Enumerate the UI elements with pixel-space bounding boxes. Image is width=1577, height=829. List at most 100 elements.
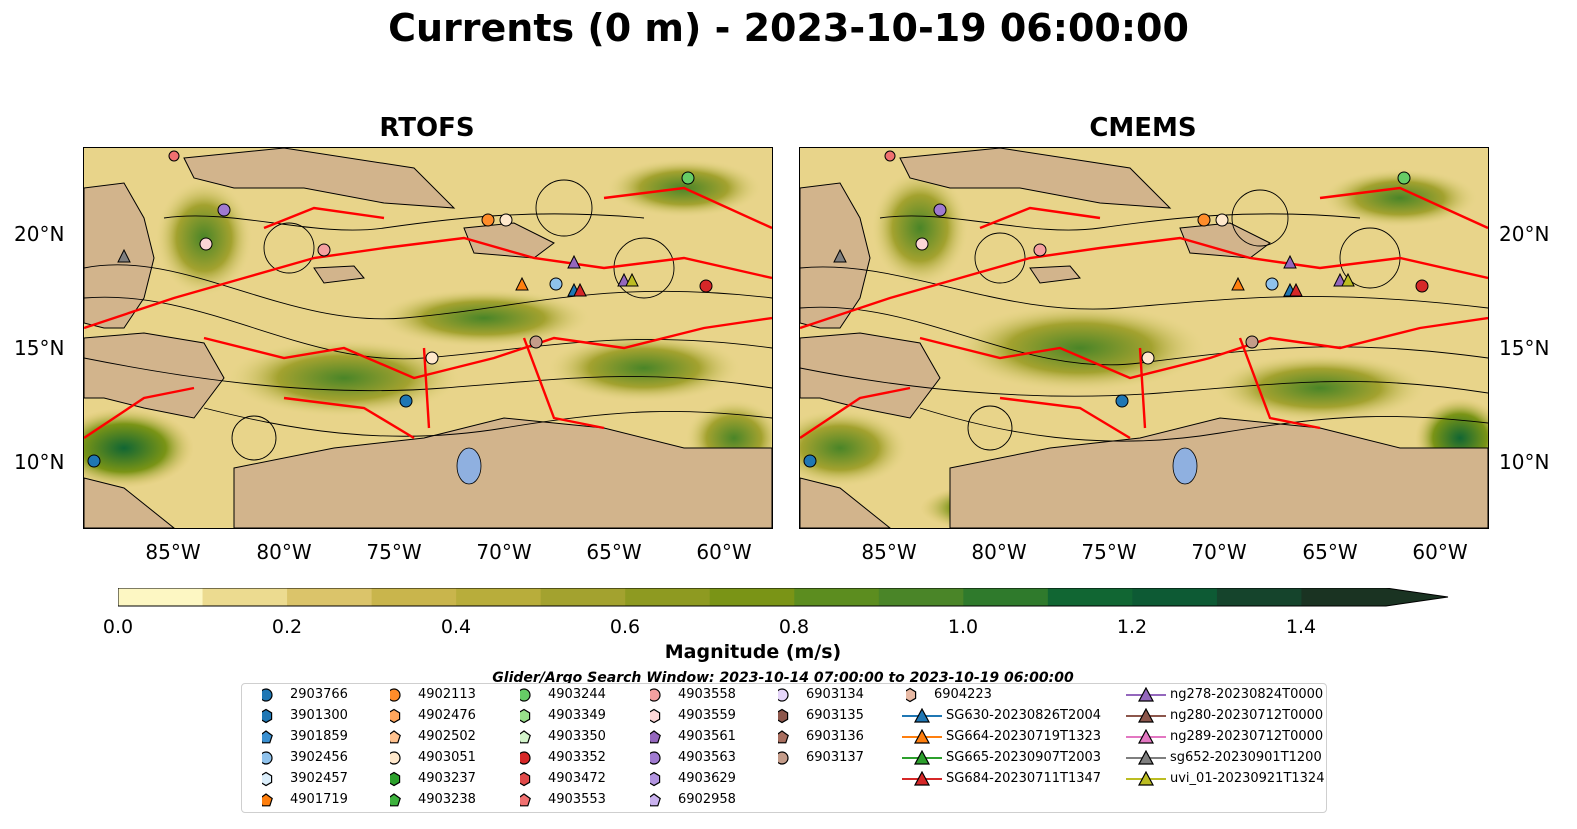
lon-label-left-70: 70°W [476,540,532,564]
colorbar-segment [625,588,711,606]
map-rtofs [83,147,773,529]
legend-marker-icon [778,751,789,765]
lon-label-right-85: 85°W [861,540,917,564]
lat-label-right-10: 10°N [1499,450,1550,474]
lat-label-left-10: 10°N [14,450,65,474]
colorbar-segment [963,588,1049,606]
legend-label: 6903134 [806,687,864,702]
legend-label: SG684-20230711T1347 [946,771,1102,786]
colorbar-label: Magnitude (m/s) [664,641,842,663]
lon-label-left-80: 80°W [256,540,312,564]
lon-label-left-60: 60°W [696,540,752,564]
lat-label-left-20: 20°N [14,222,65,246]
legend-marker-icon [390,751,401,765]
legend-label: 4903244 [548,687,606,702]
legend-label: 6903136 [806,729,864,744]
legend-marker-icon [1126,750,1166,765]
lon-label-right-65: 65°W [1302,540,1358,564]
legend-label: 3902456 [290,750,348,765]
colorbar-segment [878,588,964,606]
search-window-note: Glider/Argo Search Window: 2023-10-14 07… [492,670,1074,686]
legend-marker-icon [1126,729,1166,744]
legend-marker-icon [520,708,531,724]
colorbar-tick-2: 0.4 [440,616,472,638]
colorbar-segment [371,588,457,606]
legend-label: 6902958 [678,792,736,807]
legend-marker-icon [390,688,401,702]
colorbar-tick-6: 1.2 [1116,616,1148,638]
lat-label-right-15: 15°N [1499,336,1550,360]
legend-marker-icon [262,793,273,807]
legend-label: 6904223 [934,687,992,702]
legend-marker-icon [390,708,401,724]
legend-label: sg652-20230901T1200 [1170,750,1322,765]
legend-marker-icon [520,771,531,787]
legend-marker-icon [650,730,661,744]
legend-marker-icon [1126,687,1166,702]
colorbar-outline [118,588,1449,607]
legend-label: ng278-20230824T0000 [1170,687,1324,702]
colorbar-tick-7: 1.4 [1285,616,1317,638]
legend-label: ng289-20230712T0000 [1170,729,1324,744]
legend-label: ng280-20230712T0000 [1170,708,1324,723]
legend-label: 4903238 [418,792,476,807]
lat-label-right-20: 20°N [1499,222,1550,246]
legend-label: SG630-20230826T2004 [946,708,1102,723]
legend-marker-icon [520,688,531,702]
colorbar-tick-1: 0.2 [271,616,303,638]
legend-marker-icon [778,708,789,724]
legend-marker-icon [902,771,942,786]
figure-title: Currents (0 m) - 2023-10-19 06:00:00 [388,6,1189,50]
legend-marker-icon [650,688,661,702]
lon-label-left-65: 65°W [586,540,642,564]
legend-label: 4903559 [678,708,736,723]
legend-label: SG665-20230907T2003 [946,750,1102,765]
legend-marker-icon [262,688,273,702]
legend-marker-icon [520,793,531,807]
lon-label-left-85: 85°W [145,540,201,564]
colorbar-segment [202,588,288,606]
legend-label: 4903472 [548,771,606,786]
legend-label: 4903563 [678,750,736,765]
legend-marker-icon [262,751,273,765]
lon-label-right-75: 75°W [1081,540,1137,564]
legend-marker-icon [262,708,273,724]
colorbar-segment [1047,588,1133,606]
colorbar-segment [1216,588,1302,606]
lon-label-right-80: 80°W [971,540,1027,564]
legend-marker-icon [902,708,942,723]
legend-marker-icon [390,793,401,807]
colorbar-tick-4: 0.8 [778,616,810,638]
legend-marker-icon [262,730,273,744]
lon-label-right-60: 60°W [1412,540,1468,564]
legend-label: 4901719 [290,792,348,807]
legend-label: 6903137 [806,750,864,765]
legend-marker-icon [906,687,917,703]
colorbar-segment [1301,588,1387,606]
legend-label: 4903558 [678,687,736,702]
legend-marker-icon [1126,708,1166,723]
legend-marker-icon [520,751,531,765]
legend-label: 6903135 [806,708,864,723]
map-cmems [799,147,1489,529]
colorbar-segment [1132,588,1218,606]
colorbar-extend-arrow [1386,588,1448,606]
legend-label: SG664-20230719T1323 [946,729,1102,744]
legend-label: 4902113 [418,687,476,702]
legend-marker-icon [390,771,401,787]
legend-marker-icon [1126,771,1166,786]
legend-label: 4903352 [548,750,606,765]
colorbar-segment [540,588,626,606]
lat-label-left-15: 15°N [14,336,65,360]
legend-label: 4903237 [418,771,476,786]
legend-marker-icon [778,688,789,702]
legend-label: 4903561 [678,729,736,744]
legend-marker-icon [778,730,789,744]
legend-label: 4903349 [548,708,606,723]
legend-marker-icon [650,751,661,765]
legend-marker-icon [520,730,531,744]
legend-marker-icon [262,771,273,787]
legend-label: 2903766 [290,687,348,702]
legend-marker-icon [650,771,661,787]
legend-label: uvi_01-20230921T1324 [1170,771,1325,786]
